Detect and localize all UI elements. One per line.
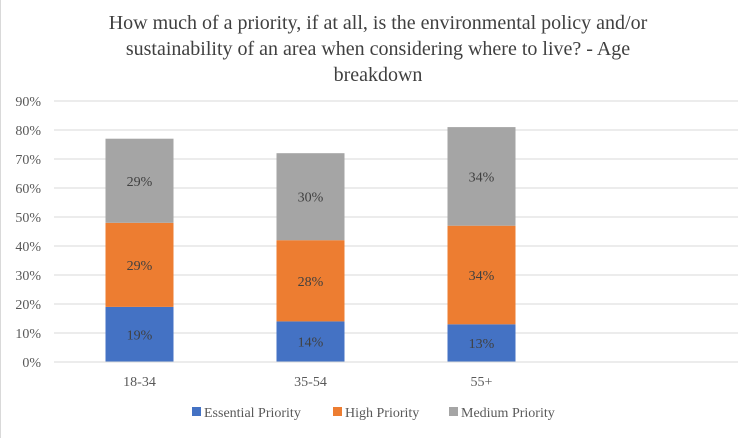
bar-segment-medium-priority [447, 127, 516, 226]
x-tick-label: 18-34 [123, 375, 156, 390]
data-label: 19% [127, 328, 153, 343]
chart-title: How much of a priority, if at all, is th… [109, 12, 648, 86]
x-tick-label: 55+ [471, 375, 493, 390]
bar-stack-18-34: 19% 29% 29% [105, 138, 174, 362]
legend-label: Medium Priority [461, 406, 555, 421]
legend: Essential Priority High Priority Medium Pr… [192, 406, 555, 421]
data-label: 29% [127, 175, 153, 190]
legend-item: High Priority [333, 406, 419, 421]
data-label: 14% [298, 336, 324, 351]
legend-swatch [333, 407, 342, 416]
chart-title-line-3: breakdown [334, 64, 423, 86]
y-tick-label: 10% [15, 327, 41, 342]
bars: 19% 29% 29% 14% 28% 30% 13% 34% 34% [105, 127, 516, 362]
legend-label: High Priority [345, 406, 419, 421]
y-tick-label: 70% [15, 153, 41, 168]
x-axis: 18-34 35-54 55+ [54, 361, 738, 390]
legend-item: Medium Priority [449, 406, 555, 421]
bar-segment-essential-priority [105, 306, 174, 362]
y-tick-label: 90% [15, 95, 41, 110]
bar-stack-35-54: 14% 28% 30% [276, 153, 345, 362]
y-tick-label: 30% [15, 269, 41, 284]
chart-title-line-2: sustainability of an area when consideri… [126, 38, 630, 60]
data-label: 34% [469, 170, 495, 185]
data-label: 28% [298, 275, 324, 290]
y-tick-label: 60% [15, 182, 41, 197]
bar-segment-high-priority [276, 240, 345, 322]
data-label: 30% [298, 191, 324, 206]
bar-segment-medium-priority [105, 138, 174, 223]
x-tick-label: 35-54 [294, 375, 327, 390]
legend-swatch [449, 407, 458, 416]
y-tick-label: 40% [15, 240, 41, 255]
data-label: 29% [127, 259, 153, 274]
data-label: 34% [469, 269, 495, 284]
bar-stack-55+: 13% 34% 34% [447, 127, 516, 362]
y-tick-label: 0% [22, 356, 41, 371]
y-tick-label: 20% [15, 298, 41, 313]
legend-label: Essential Priority [204, 406, 301, 421]
bar-segment-essential-priority [276, 321, 345, 362]
bar-segment-high-priority [447, 225, 516, 325]
data-label: 13% [469, 337, 495, 352]
y-tick-label: 80% [15, 124, 41, 139]
chart-title-line-1: How much of a priority, if at all, is th… [109, 12, 648, 34]
bar-segment-medium-priority [276, 153, 345, 241]
y-axis: 0% 10% 20% 30% 40% 50% 60% 70% 80% 90% [15, 95, 41, 371]
y-tick-label: 50% [15, 211, 41, 226]
bar-segment-essential-priority [447, 324, 516, 362]
bar-segment-high-priority [105, 222, 174, 307]
legend-item: Essential Priority [192, 406, 301, 421]
legend-swatch [192, 407, 201, 416]
